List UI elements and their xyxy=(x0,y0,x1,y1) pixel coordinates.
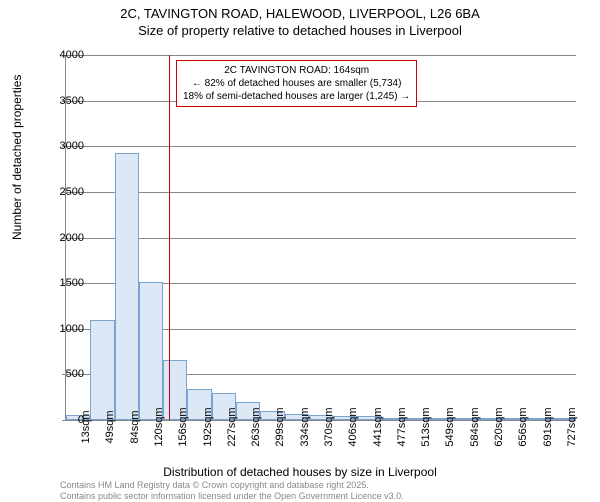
y-tick-label: 1500 xyxy=(60,277,84,289)
title-line-2: Size of property relative to detached ho… xyxy=(0,23,600,40)
x-tick-label: 49sqm xyxy=(104,410,116,443)
y-tick-label: 3000 xyxy=(60,140,84,152)
x-tick-label: 263sqm xyxy=(250,407,262,446)
annotation-line-1: 2C TAVINGTON ROAD: 164sqm xyxy=(183,64,410,77)
footer-attribution: Contains HM Land Registry data © Crown c… xyxy=(60,480,404,502)
plot-area: 2C TAVINGTON ROAD: 164sqm← 82% of detach… xyxy=(65,55,576,421)
x-tick-label: 227sqm xyxy=(226,407,238,446)
gridline xyxy=(66,55,576,56)
gridline xyxy=(66,238,576,239)
x-tick-label: 192sqm xyxy=(202,407,214,446)
y-tick-label: 0 xyxy=(78,414,84,426)
chart-title: 2C, TAVINGTON ROAD, HALEWOOD, LIVERPOOL,… xyxy=(0,0,600,40)
y-tick-label: 500 xyxy=(66,368,84,380)
histogram-bar xyxy=(90,320,114,420)
x-tick-label: 549sqm xyxy=(444,407,456,446)
annotation-line-2: ← 82% of detached houses are smaller (5,… xyxy=(183,77,410,90)
y-tick-label: 2500 xyxy=(60,186,84,198)
gridline xyxy=(66,192,576,193)
annotation-box: 2C TAVINGTON ROAD: 164sqm← 82% of detach… xyxy=(176,60,417,107)
x-tick-label: 620sqm xyxy=(493,407,505,446)
y-axis-label: Number of detached properties xyxy=(10,75,24,240)
x-tick-label: 691sqm xyxy=(542,407,554,446)
y-tick-label: 3500 xyxy=(60,95,84,107)
x-tick-label: 584sqm xyxy=(469,407,481,446)
y-tick-label: 2000 xyxy=(60,232,84,244)
histogram-bar xyxy=(115,153,139,420)
y-tick-label: 4000 xyxy=(60,49,84,61)
x-axis-label: Distribution of detached houses by size … xyxy=(0,465,600,479)
x-tick-label: 299sqm xyxy=(274,407,286,446)
x-tick-label: 370sqm xyxy=(323,407,335,446)
histogram-bar xyxy=(139,282,163,420)
x-tick-label: 406sqm xyxy=(347,407,359,446)
title-line-1: 2C, TAVINGTON ROAD, HALEWOOD, LIVERPOOL,… xyxy=(0,6,600,23)
gridline xyxy=(66,146,576,147)
y-tick-label: 1000 xyxy=(60,323,84,335)
x-tick-label: 477sqm xyxy=(396,407,408,446)
footer-line-1: Contains HM Land Registry data © Crown c… xyxy=(60,480,404,491)
reference-line xyxy=(169,55,170,420)
x-tick-label: 656sqm xyxy=(517,407,529,446)
annotation-line-3: 18% of semi-detached houses are larger (… xyxy=(183,90,410,103)
x-tick-label: 156sqm xyxy=(177,407,189,446)
chart-container: 2C, TAVINGTON ROAD, HALEWOOD, LIVERPOOL,… xyxy=(0,0,600,500)
x-tick-label: 84sqm xyxy=(129,410,141,443)
x-tick-label: 513sqm xyxy=(420,407,432,446)
x-tick-label: 334sqm xyxy=(299,407,311,446)
x-tick-label: 727sqm xyxy=(566,407,578,446)
chart-area: 2C TAVINGTON ROAD: 164sqm← 82% of detach… xyxy=(65,55,575,420)
x-tick-label: 120sqm xyxy=(153,407,165,446)
x-tick-label: 441sqm xyxy=(372,407,384,446)
